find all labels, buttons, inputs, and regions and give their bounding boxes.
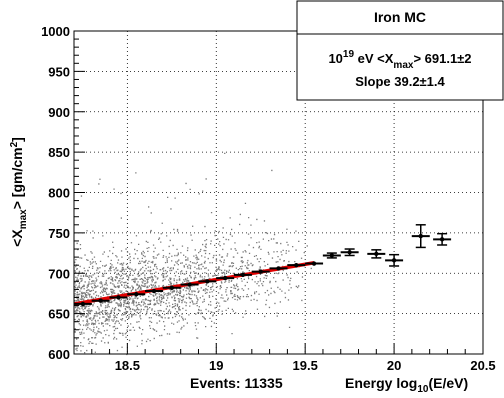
x-tick-label: 20.5 xyxy=(470,358,495,373)
x-axis-title: Energy log10(E/eV) xyxy=(345,375,468,395)
y-tick-label: 800 xyxy=(48,186,70,201)
profile-marker xyxy=(205,279,210,284)
event-points xyxy=(74,152,312,356)
profile-marker xyxy=(169,285,175,290)
profile-point xyxy=(367,249,386,259)
profile-marker xyxy=(80,301,86,307)
profile-point xyxy=(216,275,235,281)
profile-marker xyxy=(187,282,192,287)
profile-point xyxy=(162,285,181,290)
axis-ticks xyxy=(73,30,484,355)
profile-marker xyxy=(439,237,445,242)
stats-box: Iron MC 1019 eV <Xmax> 691.1±2 Slope 39.… xyxy=(296,0,504,101)
profile-marker xyxy=(134,292,139,297)
stats-line-mean: 1019 eV <Xmax> 691.1±2 xyxy=(328,49,471,71)
profile-marker xyxy=(391,258,397,263)
profile-marker xyxy=(151,288,157,294)
profile-point xyxy=(287,262,306,268)
stats-line-slope: Slope 39.2±1.4 xyxy=(355,74,445,89)
profile-point xyxy=(145,288,164,294)
profile-point xyxy=(198,279,217,284)
y-tick-label: 600 xyxy=(48,347,70,362)
profile-point xyxy=(73,301,92,307)
profile-point xyxy=(91,298,110,303)
profile-marker xyxy=(311,261,317,266)
events-label: Events: 11335 xyxy=(190,375,283,391)
x-tick-label: 20 xyxy=(387,358,401,373)
x-tick-label: 18.5 xyxy=(115,358,140,373)
profile-point xyxy=(251,269,270,274)
y-tick-label: 750 xyxy=(48,226,70,241)
profile-point xyxy=(109,295,128,300)
y-axis-title: <Xmax> [gm/cm2] xyxy=(9,137,29,247)
profile-point xyxy=(233,272,252,278)
profile-marker xyxy=(276,266,281,271)
profile-point xyxy=(305,261,324,266)
stats-box-frame xyxy=(296,0,504,101)
profile-marker xyxy=(418,233,423,239)
profile-marker xyxy=(222,275,228,281)
profile-marker xyxy=(347,250,352,255)
profile-point xyxy=(385,253,404,267)
profile-point xyxy=(269,266,288,271)
profile-points xyxy=(73,224,452,307)
profile-marker xyxy=(374,251,379,257)
y-tick-label: 650 xyxy=(48,307,70,322)
profile-marker xyxy=(294,262,299,268)
profile-marker xyxy=(258,269,263,274)
event-scatter xyxy=(74,152,312,356)
profile-point xyxy=(340,248,359,257)
y-tick-label: 1000 xyxy=(41,24,70,39)
profile-point xyxy=(411,224,430,249)
profile-point xyxy=(322,252,341,259)
x-tick-label: 19.5 xyxy=(293,358,318,373)
x-tick-label: 19 xyxy=(209,358,223,373)
profile-point xyxy=(180,282,199,287)
profile-marker xyxy=(98,298,103,303)
y-tick-label: 700 xyxy=(48,266,70,281)
stats-title: Iron MC xyxy=(374,9,426,25)
profile-point xyxy=(127,292,146,297)
profile-marker xyxy=(240,272,246,278)
profile-marker xyxy=(116,295,121,300)
profile-marker xyxy=(329,253,335,258)
tick-labels: 18.5 19 19.5 20 20.5 600 650 700 750 800 850 900 950… xyxy=(41,24,496,373)
profile-point xyxy=(433,232,452,246)
y-tick-label: 850 xyxy=(48,145,70,160)
y-tick-label: 950 xyxy=(48,64,70,79)
y-tick-label: 900 xyxy=(48,105,70,120)
